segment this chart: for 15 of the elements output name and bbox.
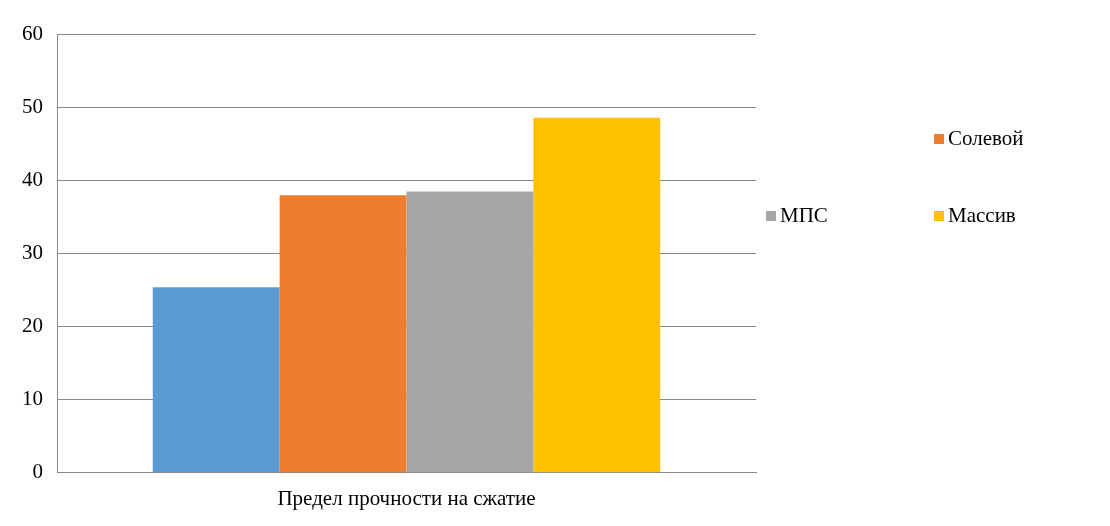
legend-label: Солевой (948, 126, 1024, 151)
y-tick-label: 40 (22, 167, 43, 192)
bar (152, 287, 280, 473)
bar (533, 117, 661, 473)
y-tick-label: 10 (22, 386, 43, 411)
bar (279, 195, 407, 473)
y-tick-label: 0 (32, 459, 43, 484)
y-tick-label: 20 (22, 313, 43, 338)
legend-label: МПС (780, 203, 828, 228)
bar (406, 191, 534, 473)
y-tick-label: 60 (22, 21, 43, 46)
legend-label: Массив (948, 203, 1016, 228)
y-tick-label: 30 (22, 240, 43, 265)
x-tick-label: Предел прочности на сжатие (277, 485, 536, 510)
y-tick-label: 50 (22, 94, 43, 119)
